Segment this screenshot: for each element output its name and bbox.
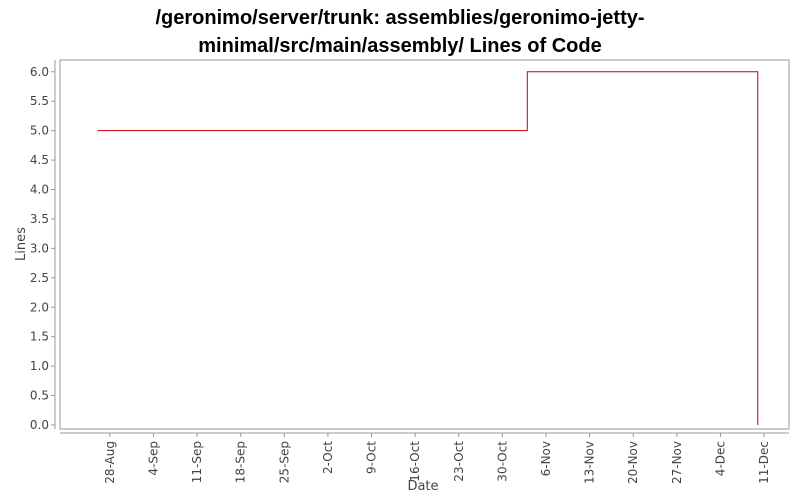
x-axis-label: Date xyxy=(407,479,438,494)
y-tick-label: 4.5 xyxy=(30,153,49,167)
x-tick-label: 6-Nov xyxy=(539,441,553,476)
x-tick-label: 16-Oct xyxy=(408,441,422,482)
x-axis-ticks: 28-Aug 4-Sep 11-Sep 18-Sep 25-Sep 2-Oct 9-Oct 1… xyxy=(103,433,771,484)
x-tick-label: 27-Nov xyxy=(670,441,684,484)
x-tick-label: 30-Oct xyxy=(495,441,509,482)
x-tick-label: 13-Nov xyxy=(583,441,597,484)
x-tick-label: 23-Oct xyxy=(452,441,466,482)
chart-title-line-1: /geronimo/server/trunk: assemblies/geron… xyxy=(155,7,645,29)
y-tick-label: 5.5 xyxy=(30,94,49,108)
y-tick-label: 2.5 xyxy=(30,271,49,285)
y-tick-label: 1.0 xyxy=(30,359,49,373)
y-tick-label: 6.0 xyxy=(30,65,49,79)
plot-area xyxy=(59,59,790,430)
x-tick-label: 25-Sep xyxy=(277,441,291,483)
chart-title-line-2: minimal/src/main/assembly/ Lines of Code xyxy=(198,35,602,57)
series-layer xyxy=(97,71,759,425)
x-tick-label: 18-Sep xyxy=(234,441,248,483)
x-tick-label: 20-Nov xyxy=(626,441,640,484)
y-tick-label: 4.0 xyxy=(30,183,49,197)
y-tick-label: 3.5 xyxy=(30,212,49,226)
y-axis-label: Lines xyxy=(14,227,29,261)
x-tick-label: 9-Oct xyxy=(365,441,379,474)
y-tick-label: 2.0 xyxy=(30,300,49,314)
y-tick-label: 3.0 xyxy=(30,241,49,255)
y-axis-ticks: 0.0 0.5 1.0 1.5 2.0 2.5 3.0 3.5 4.0 4.5 5.0 5.5 6.0 xyxy=(30,65,55,432)
y-tick-label: 1.5 xyxy=(30,330,49,344)
chart-title: /geronimo/server/trunk: assemblies/geron… xyxy=(0,4,800,60)
y-tick-label: 0.0 xyxy=(30,418,49,432)
x-tick-label: 28-Aug xyxy=(103,441,117,484)
x-tick-label: 4-Sep xyxy=(146,441,160,476)
series-line xyxy=(97,71,759,425)
x-tick-label: 2-Oct xyxy=(321,441,335,474)
x-tick-label: 11-Dec xyxy=(757,441,771,484)
x-tick-label: 11-Sep xyxy=(190,441,204,483)
x-tick-label: 4-Dec xyxy=(713,441,727,476)
y-tick-label: 0.5 xyxy=(30,389,49,403)
y-tick-label: 5.0 xyxy=(30,124,49,138)
